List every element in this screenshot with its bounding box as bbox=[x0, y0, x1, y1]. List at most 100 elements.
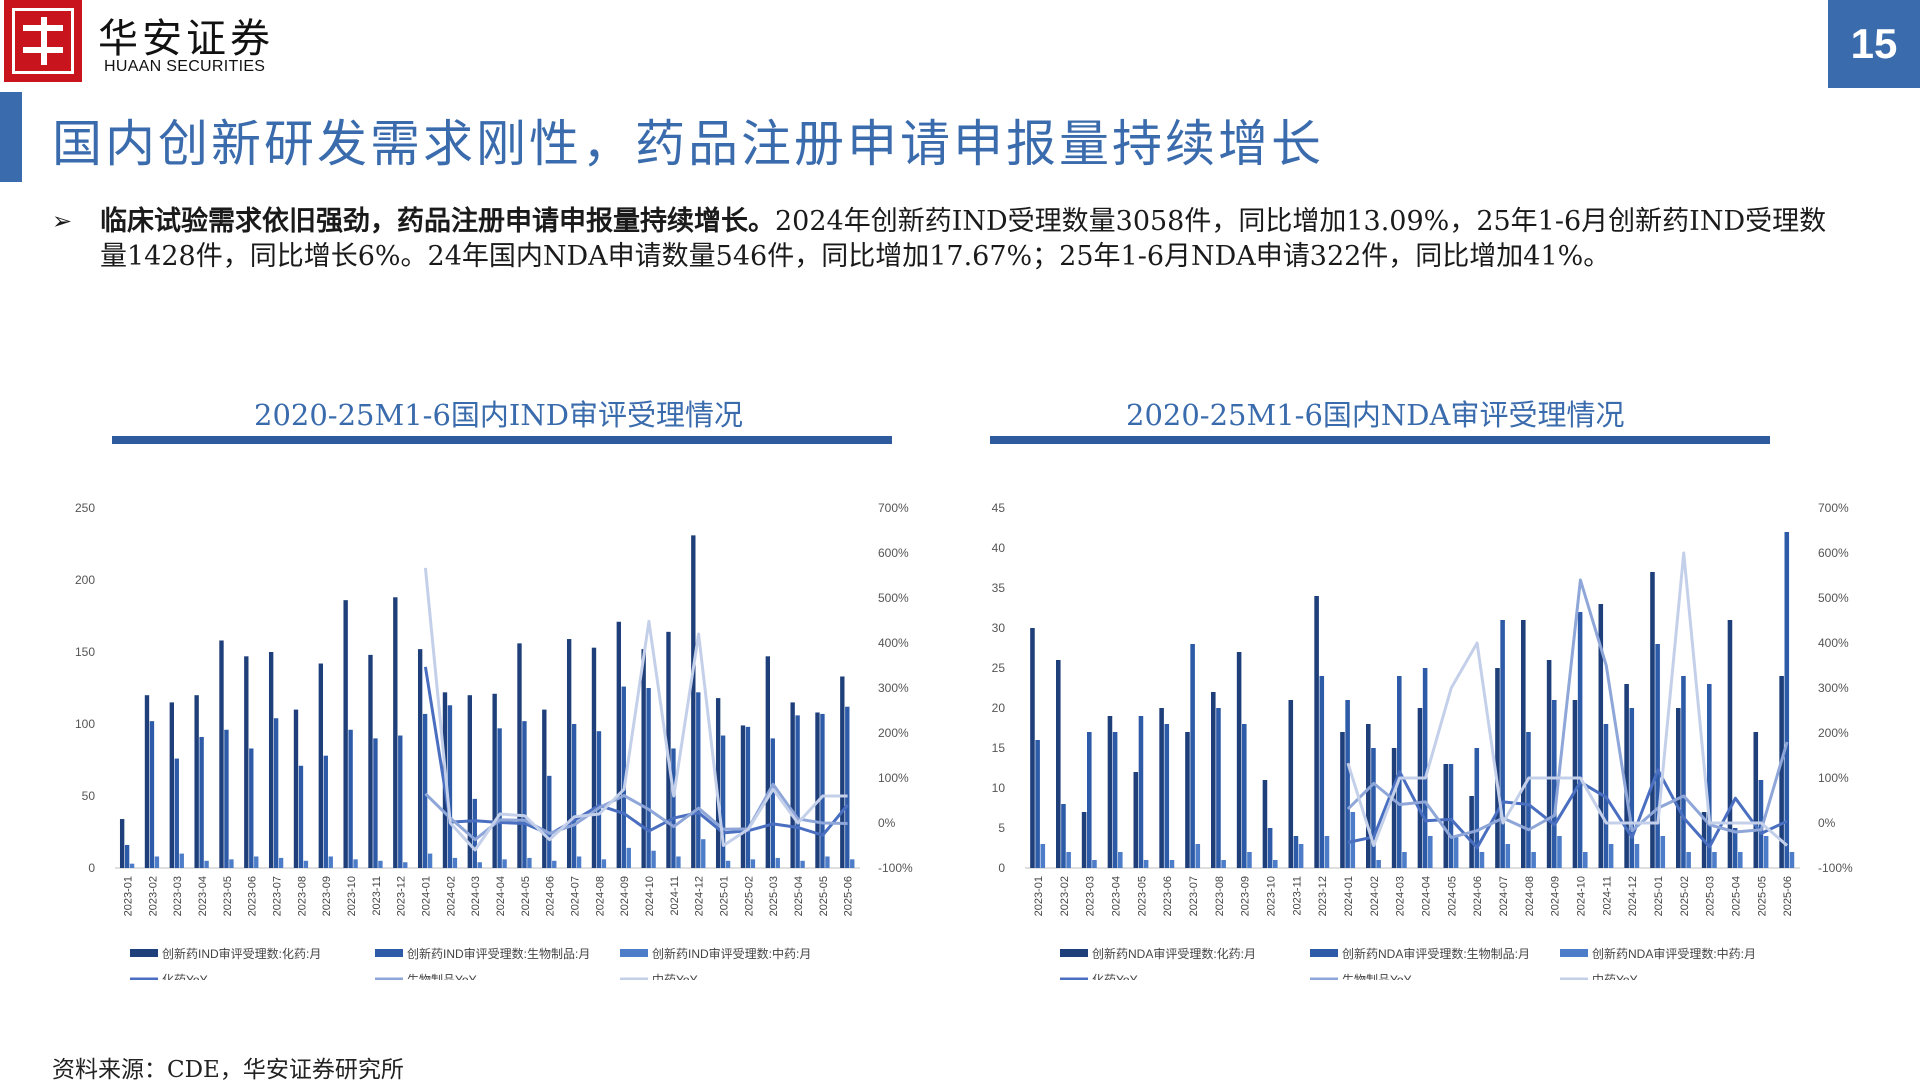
y-tick-label: 50 bbox=[82, 789, 96, 803]
bar-1-2023-01 bbox=[1030, 628, 1035, 868]
bar-2-2024-03 bbox=[472, 798, 477, 868]
x-tick-label: 2025-01 bbox=[1653, 876, 1665, 916]
bar-3-2023-01 bbox=[1040, 844, 1046, 868]
bar-1-2024-01 bbox=[1340, 732, 1345, 868]
bar-1-2023-10 bbox=[343, 600, 348, 868]
legend-swatch bbox=[1310, 949, 1338, 957]
x-tick-label: 2023-11 bbox=[371, 876, 383, 916]
bar-1-2024-11 bbox=[1598, 604, 1604, 868]
bar-3-2025-05 bbox=[825, 856, 830, 868]
legend-label: 创新药NDA审评受理数:生物制品:月 bbox=[1342, 946, 1530, 961]
x-tick-label: 2023-10 bbox=[346, 876, 358, 916]
bar-2-2025-02 bbox=[745, 726, 751, 868]
bar-3-2023-06 bbox=[1169, 860, 1175, 868]
bar-2-2023-11 bbox=[373, 738, 378, 868]
x-tick-label: 2023-03 bbox=[1085, 876, 1097, 916]
bar-1-2023-11 bbox=[1288, 700, 1294, 868]
yoy-line-1 bbox=[423, 666, 849, 837]
x-tick-label: 2025-02 bbox=[743, 876, 755, 916]
bar-2-2023-08 bbox=[1216, 708, 1221, 868]
bar-3-2023-12 bbox=[403, 862, 408, 868]
bar-2-2023-03 bbox=[174, 758, 179, 868]
x-tick-label: 2025-02 bbox=[1679, 876, 1691, 916]
bar-2-2023-12 bbox=[1319, 676, 1325, 868]
bar-1-2023-09 bbox=[318, 663, 323, 868]
bar-3-2023-04 bbox=[1118, 852, 1123, 868]
bar-2-2024-11 bbox=[671, 748, 676, 868]
legend-label: 化药YoY bbox=[162, 973, 208, 980]
bar-3-2023-11 bbox=[1298, 844, 1304, 868]
x-tick-label: 2024-07 bbox=[569, 876, 581, 916]
title-accent-bar bbox=[0, 92, 22, 182]
bar-3-2024-04 bbox=[502, 859, 507, 868]
y2-tick-label: 200% bbox=[878, 726, 909, 740]
bar-2-2024-08 bbox=[1526, 732, 1531, 868]
x-tick-label: 2023-02 bbox=[147, 876, 159, 916]
y2-tick-label: -100% bbox=[1818, 861, 1853, 875]
bar-2-2024-02 bbox=[1371, 748, 1376, 868]
legend-label: 创新药NDA审评受理数:化药:月 bbox=[1092, 946, 1256, 961]
bar-2-2024-07 bbox=[571, 724, 577, 868]
x-tick-label: 2023-02 bbox=[1059, 876, 1071, 916]
bar-2-2023-07 bbox=[1190, 644, 1195, 868]
y2-tick-label: 600% bbox=[878, 546, 909, 560]
legend-label: 创新药IND审评受理数:化药:月 bbox=[162, 946, 321, 961]
y-tick-label: 45 bbox=[992, 501, 1006, 515]
legend-label: 中药YoY bbox=[1592, 972, 1638, 980]
x-tick-label: 2023-01 bbox=[122, 876, 134, 916]
bar-3-2025-04 bbox=[800, 860, 805, 868]
source-note: 资料来源：CDE，华安证券研究所 bbox=[52, 1057, 404, 1083]
bar-2-2025-06 bbox=[1784, 532, 1790, 868]
bar-2-2024-10 bbox=[646, 688, 651, 868]
bar-3-2023-07 bbox=[278, 857, 284, 868]
bar-3-2024-09 bbox=[626, 847, 631, 868]
bar-3-2024-10 bbox=[1583, 852, 1588, 868]
bar-1-2025-04 bbox=[790, 702, 795, 868]
y-tick-label: 5 bbox=[998, 821, 1005, 835]
bar-1-2023-06 bbox=[1159, 708, 1164, 868]
x-tick-label: 2024-03 bbox=[470, 876, 482, 916]
chart-title-nda: 2020-25M1-6国内NDA审评受理情况 bbox=[1126, 398, 1625, 432]
x-tick-label: 2023-01 bbox=[1033, 876, 1045, 916]
bar-3-2025-05 bbox=[1763, 836, 1769, 868]
bar-3-2023-07 bbox=[1195, 844, 1201, 868]
bar-1-2024-05 bbox=[1443, 764, 1449, 868]
bar-2-2025-01 bbox=[720, 735, 726, 868]
bar-2-2025-04 bbox=[1732, 828, 1738, 868]
y2-tick-label: -100% bbox=[878, 861, 913, 875]
bar-2-2023-05 bbox=[1138, 716, 1144, 868]
x-tick-label: 2023-10 bbox=[1265, 876, 1277, 916]
bar-3-2024-06 bbox=[552, 860, 557, 868]
bar-2-2023-02 bbox=[1061, 804, 1066, 868]
x-tick-label: 2023-07 bbox=[1188, 876, 1200, 916]
bar-2-2023-07 bbox=[273, 718, 279, 868]
y2-tick-label: 300% bbox=[1818, 681, 1849, 695]
bar-2-2023-11 bbox=[1293, 836, 1299, 868]
bar-3-2024-09 bbox=[1557, 836, 1562, 868]
bar-1-2023-05 bbox=[1133, 772, 1139, 868]
y2-tick-label: 600% bbox=[1818, 546, 1849, 560]
legend-swatch bbox=[1060, 949, 1088, 957]
y-tick-label: 15 bbox=[992, 741, 1006, 755]
bar-1-2025-01 bbox=[715, 698, 721, 868]
x-tick-label: 2024-12 bbox=[694, 876, 706, 916]
bar-1-2025-04 bbox=[1727, 620, 1733, 868]
x-tick-label: 2024-08 bbox=[594, 876, 606, 916]
chart-title-ind: 2020-25M1-6国内IND审评受理情况 bbox=[254, 398, 743, 432]
bar-2-2023-10 bbox=[348, 729, 353, 868]
y2-tick-label: 500% bbox=[878, 591, 909, 605]
x-tick-label: 2025-05 bbox=[818, 876, 830, 916]
bar-3-2023-08 bbox=[303, 860, 309, 868]
legend-swatch bbox=[1560, 949, 1588, 957]
bar-2-2025-03 bbox=[1707, 684, 1712, 868]
bullet-arrow-icon: ➢ bbox=[52, 207, 73, 235]
y2-tick-label: 400% bbox=[1818, 636, 1849, 650]
bar-1-2025-06 bbox=[840, 676, 845, 868]
legend-label: 创新药IND审评受理数:中药:月 bbox=[652, 946, 811, 961]
x-tick-label: 2024-01 bbox=[1343, 876, 1355, 916]
nda-chart: 0 5 10 15 20 25 30 35 40 45 -100% 0% 100% 200% 300% 400… bbox=[992, 501, 1853, 980]
legend-swatch bbox=[620, 949, 648, 957]
bar-1-2024-08 bbox=[591, 647, 597, 868]
bar-1-2024-05 bbox=[517, 643, 522, 868]
bar-3-2023-05 bbox=[1143, 860, 1149, 868]
